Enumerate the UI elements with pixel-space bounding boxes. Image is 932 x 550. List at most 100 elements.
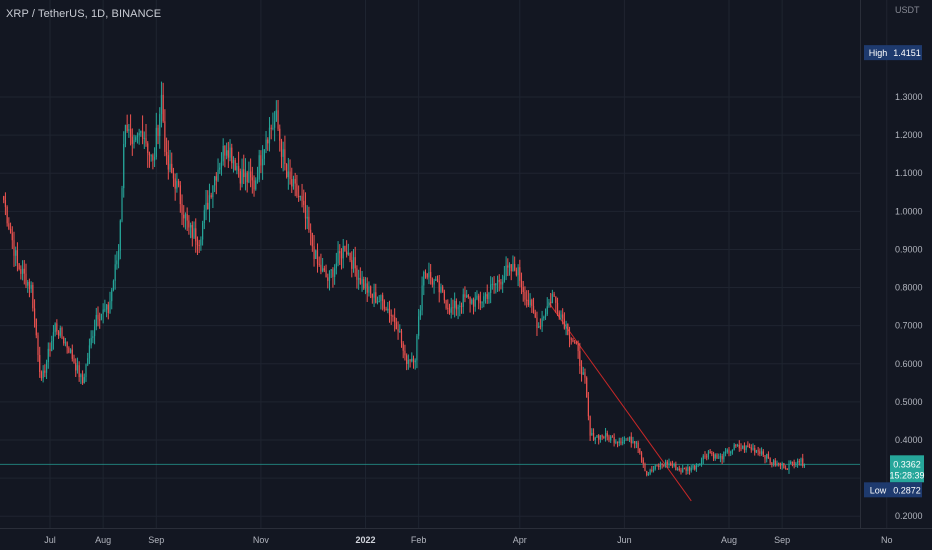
- candle-body: [320, 264, 322, 272]
- candle-body: [243, 169, 245, 178]
- candle-body: [165, 151, 168, 156]
- x-tick-label: Nov: [253, 535, 270, 545]
- candle-body: [217, 169, 219, 181]
- candle-body: [78, 365, 80, 378]
- candle-body: [603, 437, 605, 439]
- candle-body: [140, 130, 142, 134]
- candle-body: [76, 365, 79, 371]
- candle-body: [111, 290, 113, 302]
- candle-body: [740, 448, 742, 450]
- candle-body: [656, 465, 658, 467]
- candle-body: [459, 305, 461, 307]
- candle-body: [272, 127, 274, 129]
- candle-body: [575, 342, 577, 344]
- y-tick-label: 1.1000: [895, 168, 923, 178]
- candle-body: [503, 276, 505, 282]
- x-tick-label: Jun: [617, 535, 632, 545]
- candle-body: [424, 272, 427, 274]
- candle-body: [769, 458, 771, 463]
- candle-body: [659, 463, 662, 467]
- candle-body: [771, 462, 773, 465]
- candle-body: [567, 324, 569, 335]
- candle-body: [375, 292, 377, 303]
- candle-body: [183, 214, 185, 219]
- candle-body: [402, 343, 404, 351]
- candle-body: [502, 281, 504, 285]
- candle-body: [755, 450, 758, 453]
- candle-body: [364, 283, 367, 289]
- candle-body: [215, 176, 217, 181]
- candle-body: [709, 451, 711, 454]
- candle-body: [652, 469, 655, 471]
- candle-body: [301, 195, 303, 201]
- candle-body: [114, 264, 116, 281]
- candle-body: [334, 268, 336, 277]
- candle-body: [126, 124, 128, 131]
- candle-body: [690, 467, 692, 471]
- candle-body: [454, 300, 456, 308]
- x-tick-label: Jul: [44, 535, 56, 545]
- candle-body: [153, 157, 156, 161]
- candle-body: [172, 172, 175, 179]
- candle-body: [344, 246, 346, 252]
- candle-body: [790, 461, 792, 464]
- candle-body: [56, 323, 58, 332]
- candle-body: [786, 468, 788, 470]
- candle-body: [85, 364, 87, 378]
- candle-body: [579, 350, 581, 367]
- candle-body: [534, 312, 536, 318]
- candle-body: [700, 459, 703, 465]
- candle-body: [255, 180, 257, 190]
- candle-body: [783, 463, 785, 469]
- candle-body: [39, 354, 41, 373]
- candle-body: [481, 301, 483, 304]
- time-axis[interactable]: Jul Aug Sep Nov 2022 Feb Apr Jun Aug Sep No: [44, 535, 892, 545]
- y-tick-label: 0.2000: [895, 511, 923, 521]
- candle-body: [683, 468, 686, 470]
- candle-body: [121, 188, 123, 221]
- candle-body: [634, 441, 636, 444]
- candle-body: [793, 461, 795, 465]
- candle-body: [359, 277, 361, 284]
- candle-body: [767, 453, 770, 459]
- candle-body: [11, 233, 13, 241]
- candle-body: [64, 342, 67, 344]
- candle-body: [69, 349, 72, 353]
- candle-body: [594, 437, 596, 440]
- y-tick-label: 1.3000: [895, 92, 923, 102]
- candle-body: [637, 442, 639, 449]
- candle-body: [750, 447, 752, 450]
- candle-body: [71, 349, 73, 359]
- candle-body: [486, 294, 488, 299]
- candle-body: [186, 214, 188, 221]
- candle-body: [543, 316, 545, 319]
- x-tick-label: No: [881, 535, 893, 545]
- candle-body: [589, 416, 591, 436]
- candle-body: [248, 171, 250, 183]
- candle-body: [196, 241, 199, 245]
- candle-body: [479, 301, 481, 304]
- candle-body: [642, 459, 644, 464]
- candle-body: [800, 458, 802, 462]
- candle-body: [599, 435, 602, 440]
- candle-body: [169, 163, 171, 170]
- candle-body: [527, 300, 529, 306]
- candle-body: [195, 228, 197, 242]
- candle-body: [738, 444, 740, 449]
- candle-body: [133, 140, 135, 144]
- candle-body: [442, 286, 444, 292]
- candle-body: [508, 264, 511, 268]
- candle-body: [796, 461, 799, 464]
- candle-body: [577, 342, 579, 351]
- candle-body: [541, 318, 543, 327]
- candle-body: [723, 452, 725, 460]
- candle-body: [267, 139, 269, 144]
- candle-body: [472, 299, 475, 307]
- candle-body: [551, 293, 553, 304]
- candle-body: [430, 271, 432, 279]
- low-value-box: [892, 482, 922, 498]
- candle-body: [764, 455, 766, 459]
- candle-body: [3, 196, 5, 201]
- candle-body: [563, 318, 565, 329]
